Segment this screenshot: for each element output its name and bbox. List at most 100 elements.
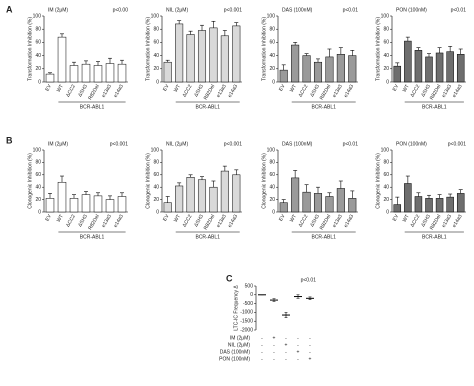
treatment-sign: - [273,342,275,348]
x-tick-label: ΔSH3 [77,83,89,98]
treatment-sign: - [261,342,263,348]
bar [414,196,423,213]
x-tick-label: e13a3 [332,213,344,228]
y-axis-label: Transformation Inhibition (%) [261,17,267,81]
bar [163,61,172,83]
x-tick-label: WT [289,84,298,94]
y-tick-label: 20 [35,197,41,203]
y-tick-label: 20 [269,197,275,203]
x-tick-label: WT [173,84,182,94]
y-tick-label: 40 [153,185,159,191]
x-tick-label: e13a3 [101,83,113,98]
y-tick-label: 20 [153,197,159,203]
y-tick-label: 60 [153,172,159,178]
y-tick-label: 0 [386,209,389,215]
bar [197,179,207,213]
treatment-sign: - [309,335,311,341]
x-tick-label: e13a3 [216,213,228,228]
y-tick-label: -2000 [240,327,253,333]
y-tick-label: 60 [153,40,159,46]
bar [175,185,184,213]
bar [302,55,311,83]
y-tick-label: 0 [156,79,159,85]
y-tick-label: 80 [383,27,389,33]
bar [105,199,115,213]
treatment-sign: + [309,356,312,362]
y-tick-label: 100 [267,147,276,153]
y-tick-label: 40 [269,53,275,59]
x-tick-label: e14a3 [113,83,125,98]
y-tick-label: 80 [383,160,389,166]
y-tick-label: 20 [153,66,159,72]
y-tick-label: 0 [272,209,275,215]
x-tick-label: EV [162,83,171,92]
y-tick-label: 80 [269,27,275,33]
y-tick-label: 40 [35,185,41,191]
bar [93,65,103,83]
chart-title: IM (2μM) [48,141,68,147]
bar [209,27,218,83]
x-tick-label: e14a3 [451,213,463,228]
x-tick-label: ΔCC2 [298,213,310,228]
x-tick-label: EV [392,213,401,222]
x-tick-label: e13a3 [101,213,113,228]
bar [435,52,444,83]
x-tick-label: EV [162,213,171,222]
y-tick-label: -500 [243,301,253,307]
y-tick-label: 60 [383,40,389,46]
bar [325,196,334,213]
y-tick-label: 80 [269,160,275,166]
treatment-sign: - [285,349,287,355]
x-tick-label: e14a3 [451,83,463,98]
group-label: BCR-ABL1 [195,104,220,110]
y-axis-label: Clonogenic Inhibition (%) [261,153,267,209]
y-tick-label: 100 [151,147,160,153]
x-tick-label: ΔCC2 [409,213,421,228]
bar [348,198,357,213]
bar [291,44,300,83]
x-tick-label: ΔCC2 [65,213,77,228]
x-tick-label: e14a3 [227,83,239,98]
bar [186,177,195,213]
x-tick-label: R82Del [319,214,333,231]
treatment-sign: - [297,342,299,348]
y-tick-label: 20 [269,66,275,72]
y-tick-label: 100 [381,13,390,19]
bar [93,195,103,213]
x-tick-label: ΔSH3 [420,83,432,98]
bar [414,50,423,83]
x-tick-label: WT [402,214,411,224]
chart-title: DAS (100nM) [282,141,313,147]
chart-title: PON (100nM) [396,141,427,147]
x-tick-label: EV [278,83,287,92]
y-tick-label: 40 [383,53,389,59]
x-tick-label: e14a3 [343,83,355,98]
y-tick-label: 0 [272,79,275,85]
y-tick-label: -1000 [240,310,253,316]
y-tick-label: 60 [383,172,389,178]
bar [348,55,357,83]
treatment-label: DAS (100nM) [220,349,251,355]
y-tick-label: 80 [35,160,41,166]
bar [302,191,311,213]
bar [393,65,402,83]
x-tick-label: EV [44,83,53,92]
bar [232,174,241,213]
chart-title: DAS (100nM) [282,7,313,13]
x-tick-label: ΔSH3 [193,83,205,98]
bar [45,73,55,83]
group-label: BCR-ABL1 [422,104,447,110]
y-tick-label: 20 [383,66,389,72]
y-tick-label: 100 [151,13,160,19]
y-axis-label: Transformation Inhibition (%) [375,17,381,81]
group-label: BCR-ABL1 [80,104,105,110]
treatment-sign: - [309,349,311,355]
y-tick-label: -1500 [240,319,253,325]
y-axis-label: Clonogenic Inhibition (%) [27,153,33,209]
bar [404,40,412,83]
y-tick-label: 40 [269,185,275,191]
y-tick-label: 40 [153,53,159,59]
group-label: BCR-ABL1 [80,234,105,240]
bar [279,202,288,213]
